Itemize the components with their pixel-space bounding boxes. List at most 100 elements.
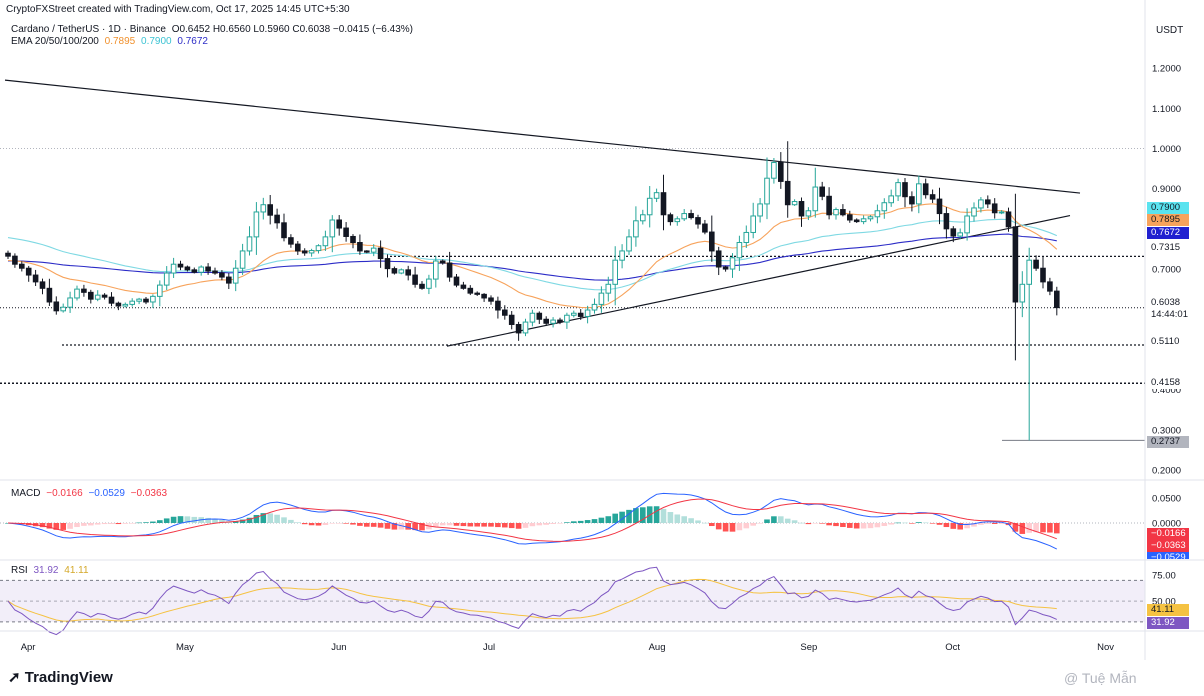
candle-body [805,210,812,217]
macd-histogram-bar [881,523,888,526]
macd-histogram-bar [67,523,73,529]
ema-legend: EMA 20/50/100/200 0.7895 0.7900 0.7672 [11,36,211,47]
macd-histogram-bar [950,523,957,529]
ema20-price-tag: 0.7895 [1147,214,1189,226]
macd-histogram-bar [143,522,149,523]
macd-histogram-bar [929,523,936,524]
macd-histogram-bar [991,523,998,525]
candle-body [584,309,591,317]
candle-body [909,196,915,205]
candle-body [453,276,460,286]
macd-histogram-bar [902,522,908,524]
candle-body [308,250,315,254]
candle-body [702,223,708,233]
macd-histogram-bar [115,523,122,525]
macd-signal-line [7,498,1057,542]
macd-histogram-bar [357,523,363,526]
candle-body [1012,226,1019,303]
candle-body [94,294,101,300]
candle-body [860,218,867,223]
countdown-tag: 14:44:01 [1147,309,1189,321]
candle-body [1005,211,1012,228]
macd-histogram-bar [350,523,356,525]
candle-body [722,266,729,270]
macd-histogram-bar [791,520,798,523]
macd-histogram-bar [1054,523,1060,534]
candle-body [67,297,73,308]
macd-histogram-bar [515,523,522,529]
macd-histogram-bar [916,522,922,523]
macd-histogram-bar [405,523,411,530]
candle-body [343,227,349,237]
macd-histogram-bar [246,517,253,523]
candle-body [1026,259,1033,285]
macd-histogram-bar [488,523,494,527]
macd-histogram-bar [640,507,646,523]
candle-body [847,214,853,221]
axes: 1.2000 1.1000 1.0000 0.9000 0.7000 0.4000 0.30… [0,0,1204,660]
ema50-line [7,218,1058,291]
candle-body [163,272,170,286]
candle-body [357,242,363,252]
ema50-price-tag: 0.7900 [1147,202,1189,214]
macd-histogram-bar [895,522,901,524]
candle-body [101,294,108,298]
macd-histogram-bar [971,523,977,527]
price-tick-label: 0.3000 [1152,425,1181,436]
macd-histogram-bar [709,523,715,527]
candle-body [536,312,543,320]
candle-body [646,197,653,216]
macd-histogram-bar [88,523,94,526]
macd-histogram-bar [157,520,163,523]
candle-body [502,309,508,316]
tradingview-logo[interactable]: ➚ TradingView [8,669,113,686]
candle-body [329,219,336,238]
candle-body [39,281,46,289]
macd-histogram-bar [722,523,729,532]
last-price-tag: 0.6038 [1147,297,1189,309]
macd-histogram-bar [163,518,170,523]
candle-body [985,199,991,205]
macd-legend: MACD −0.0166 −0.0529 −0.0363 [11,488,170,499]
macd-histogram-bar [439,523,446,526]
time-tick-label: Aug [649,642,666,653]
candle-body [467,287,474,294]
macd-histogram-bar [322,523,329,526]
candle-body [674,218,681,223]
price-tick-label: 0.4000 [1152,385,1181,396]
candle-body [571,312,577,316]
macd-histogram-bar [626,509,632,523]
candle-body [591,303,598,311]
candle-body [5,252,11,257]
candle-body [543,318,550,324]
candle-body [929,194,936,200]
candle-body [633,220,639,238]
candle-body [605,283,612,294]
macd-histogram-bar [584,520,591,523]
macd-histogram-bar [288,519,294,523]
macd-histogram-bar [502,523,508,528]
macd-histogram-bar [481,523,487,527]
candle-body [115,302,122,307]
candle-body [936,198,943,215]
candle-body [19,263,25,269]
candle-body [971,207,977,217]
macd-histogram-bar [474,523,480,527]
candle-body [301,250,308,254]
macd-histogram-bar [122,523,129,524]
candle-body [853,219,860,223]
candle-body [515,323,522,334]
candle-body [274,214,280,224]
candle-body [253,211,260,238]
macd-line-value: −0.0529 [88,488,125,499]
macd-histogram-bar [577,520,584,523]
candle-body [122,303,129,307]
candle-body [943,213,950,230]
macd-histogram-bar [267,513,273,523]
candle-body [474,292,480,295]
low-wick-price-tag: 0.2737 [1147,436,1189,448]
macd-histogram-bar [205,517,211,523]
candle-body [888,195,895,204]
candle-body [798,201,805,217]
